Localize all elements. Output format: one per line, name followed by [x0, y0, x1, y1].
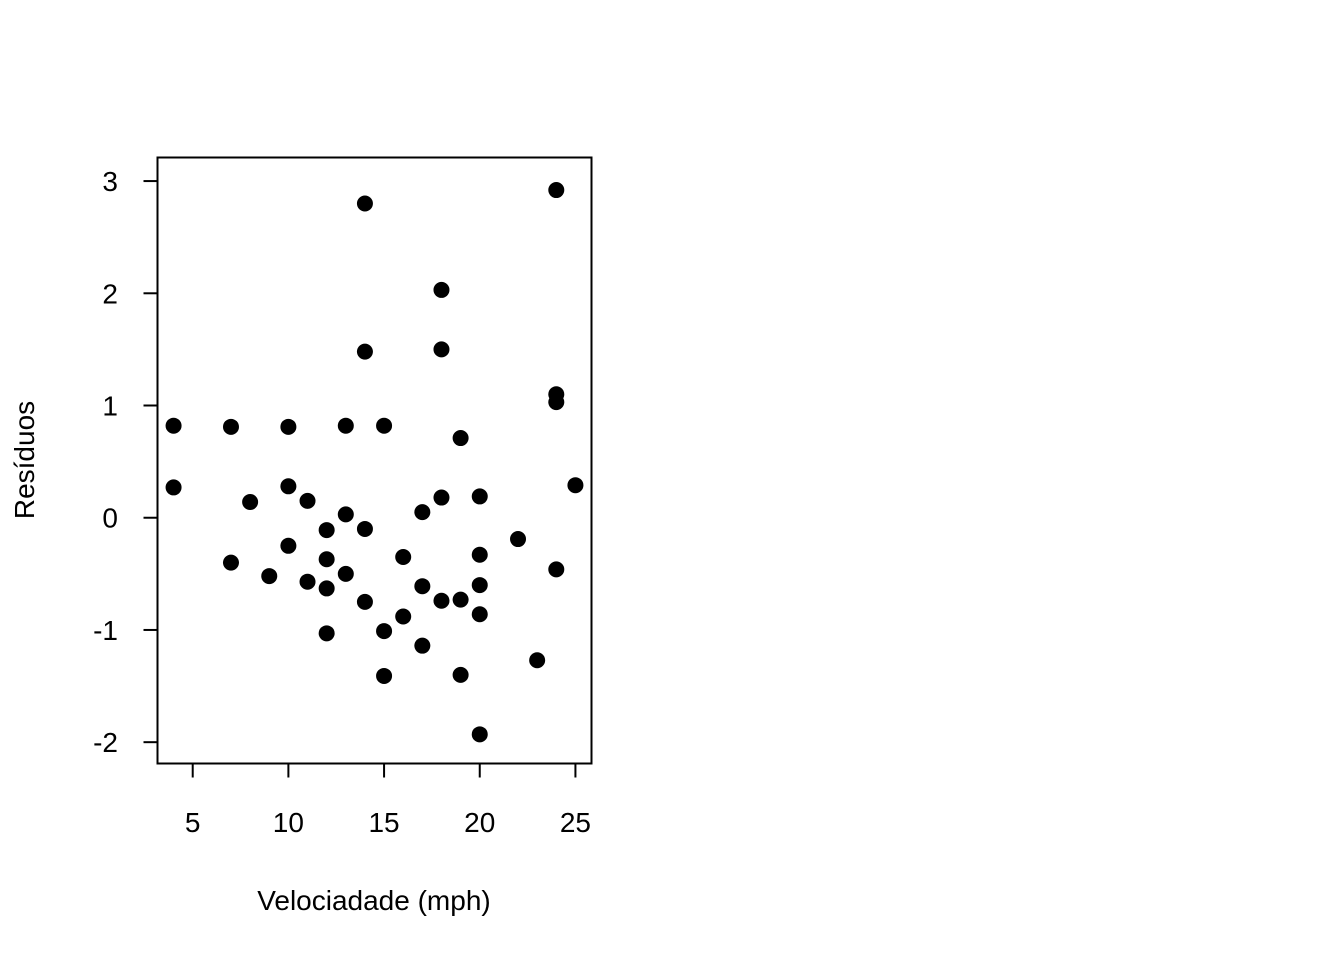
- data-point: [471, 577, 488, 594]
- y-axis-title: Resíduos: [9, 401, 40, 519]
- x-tick-label: 10: [273, 807, 304, 838]
- data-point: [567, 477, 584, 494]
- data-point: [299, 573, 316, 590]
- x-axis: 5 10 15 20 25: [185, 762, 591, 838]
- data-point: [452, 430, 469, 447]
- data-point: [376, 667, 393, 684]
- data-point: [222, 418, 239, 435]
- data-point: [299, 492, 316, 509]
- y-tick-label: -1: [93, 615, 118, 646]
- data-point: [337, 565, 354, 582]
- y-tick-label: 1: [102, 391, 118, 422]
- data-point: [376, 623, 393, 640]
- data-point: [414, 637, 431, 654]
- data-point: [337, 506, 354, 523]
- y-tick-label: 0: [102, 503, 118, 534]
- data-point: [433, 592, 450, 609]
- data-point: [318, 522, 335, 539]
- data-point: [452, 591, 469, 608]
- data-point: [261, 568, 278, 585]
- data-point: [395, 608, 412, 625]
- data-point: [529, 652, 546, 669]
- data-point: [433, 341, 450, 358]
- plot-frame: [156, 156, 593, 765]
- data-point: [471, 606, 488, 623]
- x-tick-label: 15: [368, 807, 399, 838]
- y-axis: -2 -1 0 1 2 3: [93, 166, 159, 758]
- data-point: [433, 281, 450, 298]
- data-point: [471, 546, 488, 563]
- data-point: [222, 554, 239, 571]
- data-point: [318, 551, 335, 568]
- data-point: [356, 343, 373, 360]
- data-point: [376, 417, 393, 434]
- data-point: [280, 537, 297, 554]
- data-point: [318, 580, 335, 597]
- data-point: [452, 666, 469, 683]
- data-point: [510, 531, 527, 548]
- data-point: [548, 561, 565, 578]
- y-tick-label: 2: [102, 278, 118, 309]
- data-point: [356, 520, 373, 537]
- y-tick-label: -2: [93, 727, 118, 758]
- data-points: [165, 182, 584, 743]
- y-tick-label: 3: [102, 166, 118, 197]
- data-point: [548, 394, 565, 411]
- data-point: [414, 504, 431, 521]
- data-point: [356, 195, 373, 212]
- data-point: [242, 494, 259, 511]
- data-point: [337, 417, 354, 434]
- data-point: [433, 489, 450, 506]
- x-tick-label: 20: [464, 807, 495, 838]
- data-point: [548, 182, 565, 199]
- data-point: [318, 625, 335, 642]
- data-point: [395, 549, 412, 566]
- data-point: [280, 418, 297, 435]
- data-point: [165, 417, 182, 434]
- data-point: [165, 479, 182, 496]
- data-point: [280, 478, 297, 495]
- x-axis-title: Velociadade (mph): [257, 885, 490, 916]
- data-point: [471, 726, 488, 743]
- data-point: [414, 578, 431, 595]
- x-tick-label: 25: [560, 807, 591, 838]
- data-point: [356, 593, 373, 610]
- data-point: [471, 488, 488, 505]
- x-tick-label: 5: [185, 807, 201, 838]
